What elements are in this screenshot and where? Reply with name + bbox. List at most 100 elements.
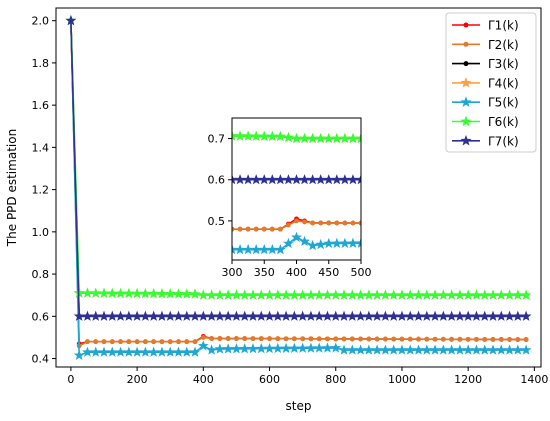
series-7-point [272, 310, 284, 321]
series-5-point [90, 346, 102, 357]
series-2-point [232, 226, 235, 232]
series-5-point [413, 344, 424, 355]
series-7-point [479, 310, 491, 321]
series-5-point [291, 231, 302, 242]
inset-axis-ticks: 300 350 400 450 500 0.5 0.6 0.7 [208, 133, 372, 279]
series-6-point [380, 289, 391, 300]
series-6-point [421, 289, 433, 300]
series-5-point [255, 343, 267, 354]
series-6-point [504, 289, 515, 300]
inset-x-tick-label: 500 [351, 266, 372, 279]
series-5-point [305, 342, 317, 353]
inset-x-tick-label: 450 [318, 266, 339, 279]
series-6-point [512, 289, 524, 300]
main-x-tick-label: 600 [259, 373, 280, 386]
series-6-point [140, 288, 151, 299]
legend-swatch-marker [460, 115, 472, 127]
legend-swatch-marker [460, 96, 472, 107]
series-6-point [156, 288, 168, 299]
series-6-point [115, 287, 126, 299]
series-7-point [404, 310, 416, 321]
series-5-point [297, 342, 309, 353]
series-5-point [404, 344, 416, 355]
series-6-point [189, 288, 201, 299]
main-plot-frame [55, 7, 542, 368]
inset-x-tick-label: 400 [286, 266, 307, 279]
series-5-point [355, 237, 361, 248]
series-7-point [288, 310, 300, 321]
series-6-point [355, 132, 361, 144]
series-5-point [396, 344, 408, 355]
series-2-point [391, 336, 397, 342]
legend-swatch-marker [463, 22, 469, 28]
series-7-point [520, 310, 532, 321]
series-5-point [283, 237, 294, 249]
series-5-point [299, 235, 310, 247]
series-6-point [462, 289, 474, 300]
main-y-tick-label: 0.6 [32, 310, 50, 323]
series-5-point [322, 342, 333, 353]
legend-item: Γ5(k) [452, 96, 519, 110]
series-2-point [424, 336, 430, 342]
series-2-point [482, 337, 488, 342]
series-6-point [280, 289, 292, 300]
series-5-point [82, 346, 93, 357]
series-2-point [200, 335, 206, 340]
series-2-point [291, 336, 297, 342]
main-y-tick-label: 2.0 [32, 15, 50, 28]
series-7-point [305, 310, 317, 321]
series-7-point [264, 310, 275, 321]
series-6-point [355, 289, 366, 300]
series-2-point [333, 336, 339, 342]
series-2-point [283, 336, 289, 342]
series-5-point [437, 344, 449, 355]
series-6-point [106, 287, 118, 298]
legend-item: Γ2(k) [452, 38, 519, 52]
legend-item: Γ1(k) [452, 19, 519, 33]
main-x-tick-label: 1400 [520, 373, 548, 386]
main-y-tick-label: 1.4 [32, 141, 50, 154]
series-6-point [371, 289, 383, 300]
series-7-point [330, 310, 342, 321]
series-7-point [454, 310, 466, 321]
series-5-point [520, 344, 532, 355]
series-7-point [239, 310, 251, 321]
series-6-point [330, 289, 342, 300]
legend-swatch-marker [460, 134, 472, 146]
series-2-point [142, 339, 148, 345]
series-2-point [253, 226, 259, 232]
series-7-point [363, 310, 375, 321]
series-5-point [214, 343, 226, 354]
series-5-point [264, 342, 275, 354]
series-6-point [247, 289, 259, 300]
series-6-point [297, 289, 309, 300]
series-2-point [294, 218, 299, 224]
series-2-point [432, 336, 438, 342]
series-7-point [446, 310, 457, 321]
series-6-point [283, 131, 294, 143]
series-2-point [358, 336, 363, 342]
inset-y-tick-label: 0.6 [208, 174, 226, 187]
series-6-point [388, 289, 400, 300]
series-7-point [322, 310, 333, 321]
legend-item: Γ4(k) [452, 76, 519, 90]
inset-x-tick-label: 350 [254, 266, 275, 279]
series-5-point [307, 239, 319, 251]
series-5-point [315, 238, 327, 250]
inset-plot-series [232, 130, 361, 255]
y-axis-label: The PPD estimation [5, 129, 19, 247]
series-7-point [189, 310, 201, 321]
series-2-point [358, 220, 361, 226]
series-6-point [454, 289, 466, 300]
series-2-point [515, 337, 521, 342]
series-5-point [189, 346, 201, 357]
series-7-point [512, 310, 524, 321]
series-6-point [313, 289, 325, 300]
series-7-point [82, 310, 93, 321]
series-7-point [247, 310, 259, 321]
series-5 [232, 231, 361, 255]
series-2-point [316, 336, 322, 342]
series-2-point [261, 226, 267, 232]
series-6-point [214, 289, 226, 300]
series-6-point [274, 130, 286, 142]
